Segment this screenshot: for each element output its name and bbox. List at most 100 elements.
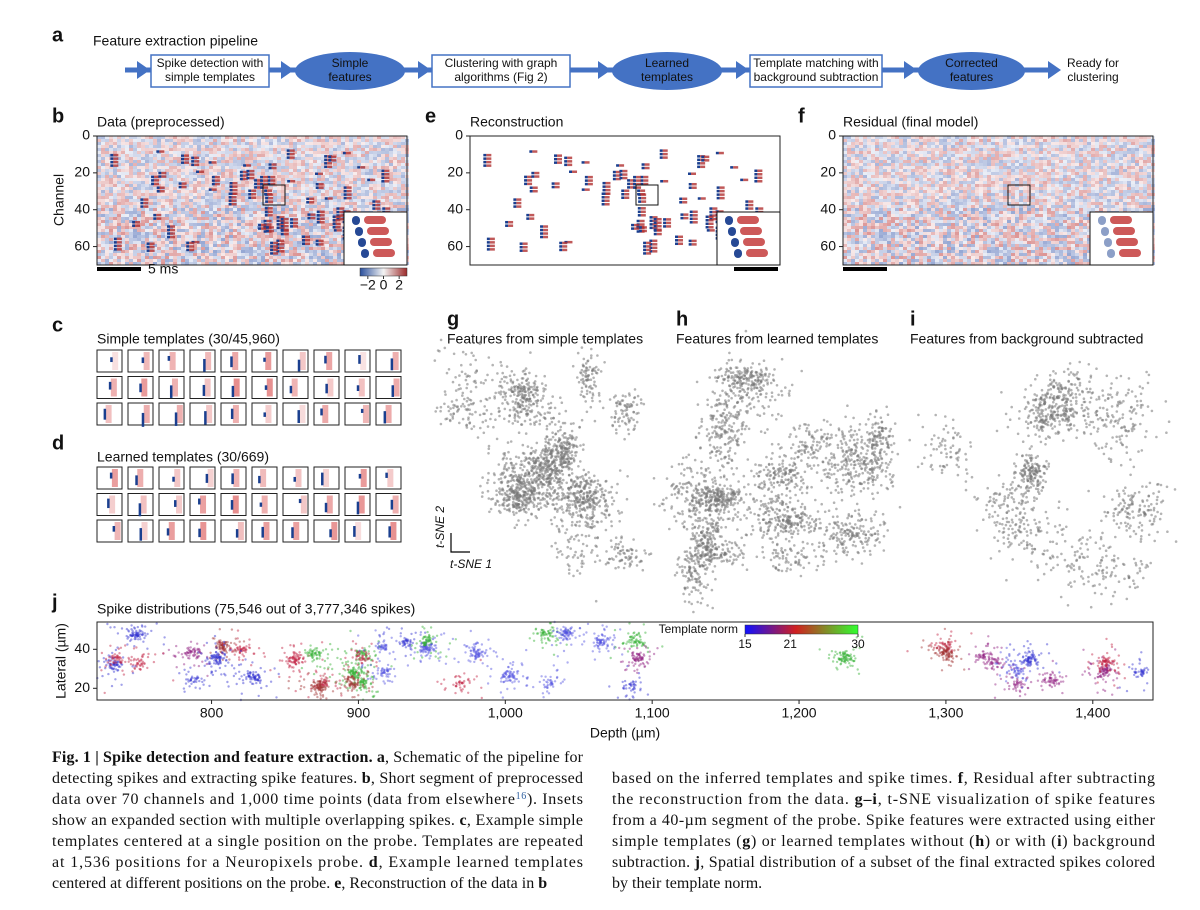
heatmap-cell: [245, 232, 249, 235]
spike: [318, 239, 324, 243]
heatmap-cell: [385, 163, 389, 166]
heatmap-cell: [851, 184, 855, 187]
spike: [678, 235, 684, 239]
heatmap-cell: [193, 169, 197, 172]
heatmap-cell: [361, 202, 365, 205]
heatmap-cell: [109, 142, 113, 145]
heatmap-cell: [125, 193, 129, 196]
heatmap-cell: [97, 253, 101, 256]
heatmap-cell: [879, 160, 883, 163]
heatmap-cell: [847, 208, 851, 211]
spike: [319, 217, 325, 221]
heatmap-cell: [851, 181, 855, 184]
heatmap-cell: [109, 244, 113, 247]
heatmap-cell: [249, 253, 253, 256]
heatmap-cell: [97, 163, 101, 166]
heatmap-cell: [273, 136, 277, 139]
heatmap-cell: [157, 220, 161, 223]
heatmap-cell: [165, 190, 169, 193]
spike: [584, 161, 590, 164]
spike: [116, 241, 122, 244]
heatmap-cell: [145, 196, 149, 199]
heatmap-cell: [165, 220, 169, 223]
heatmap-cell: [157, 163, 161, 166]
heatmap-cell: [365, 178, 369, 181]
heatmap-cell: [237, 157, 241, 160]
heatmap-cell: [875, 214, 879, 217]
heatmap-cell: [221, 160, 225, 163]
heatmap-cell: [125, 226, 129, 229]
heatmap-cell: [257, 151, 261, 154]
heatmap-cell: [189, 172, 193, 175]
heatmap-cell: [273, 190, 277, 193]
heatmap-cell: [859, 247, 863, 250]
spike: [656, 217, 662, 221]
heatmap-cell: [137, 247, 141, 250]
spike: [265, 226, 269, 229]
heatmap-cell: [189, 163, 193, 166]
heatmap-cell: [165, 145, 169, 148]
heatmap-cell: [257, 262, 261, 265]
heatmap-cell: [321, 139, 325, 142]
heatmap-cell: [217, 202, 221, 205]
heatmap-cell: [911, 190, 915, 193]
heatmap-cell: [169, 166, 173, 169]
heatmap-cell: [871, 148, 875, 151]
heatmap-cell: [381, 193, 385, 196]
spike: [652, 216, 658, 219]
heatmap-cell: [225, 154, 229, 157]
heatmap-cell: [165, 175, 169, 178]
heatmap-cell: [389, 181, 393, 184]
spike: [652, 246, 658, 250]
heatmap-cell: [365, 205, 369, 208]
heatmap-cell: [389, 163, 393, 166]
heatmap-cell: [915, 139, 919, 142]
heatmap-cell: [137, 214, 141, 217]
spike: [194, 156, 200, 160]
heatmap-cell: [843, 166, 847, 169]
heatmap-cell: [863, 175, 867, 178]
heatmap-cell: [109, 151, 113, 154]
spike: [663, 221, 667, 225]
heatmap-cell: [157, 247, 161, 250]
heatmap-cell: [393, 199, 397, 202]
heatmap-cell: [185, 217, 189, 220]
heatmap-cell: [97, 232, 101, 235]
heatmap-cell: [911, 211, 915, 214]
heatmap-cell: [193, 217, 197, 220]
heatmap-cell: [101, 217, 105, 220]
heatmap-cell: [903, 175, 907, 178]
heatmap-cell: [285, 253, 289, 256]
heatmap-cell: [189, 229, 193, 232]
spike: [289, 152, 295, 156]
step-text: features: [328, 70, 371, 84]
heatmap-cell: [253, 139, 257, 142]
inset-spike: [737, 216, 759, 224]
heatmap-cell: [297, 226, 301, 229]
y-tick-label: 40: [74, 200, 90, 216]
spike: [659, 156, 663, 159]
spike: [170, 235, 176, 239]
heatmap-cell: [321, 151, 325, 154]
heatmap-cell: [205, 223, 209, 226]
heatmap-cell: [871, 178, 875, 181]
heatmap-cell: [333, 262, 337, 265]
heatmap-cell: [233, 232, 237, 235]
heatmap-cell: [125, 154, 129, 157]
heatmap-cell: [253, 238, 257, 241]
heatmap-cell: [125, 142, 129, 145]
heatmap-cell: [341, 244, 345, 247]
heatmap-cell: [129, 145, 133, 148]
heatmap-cell: [125, 256, 129, 259]
heatmap-cell: [113, 175, 117, 178]
heatmap-cell: [381, 157, 385, 160]
heatmap-cell: [121, 220, 125, 223]
heatmap-cell: [313, 163, 317, 166]
heatmap-cell: [137, 196, 141, 199]
heatmap-cell: [891, 262, 895, 265]
heatmap-cell: [245, 160, 249, 163]
heatmap-cell: [907, 232, 911, 235]
panel-label: b: [52, 105, 64, 127]
heatmap-cell: [321, 163, 325, 166]
spike: [290, 225, 294, 228]
